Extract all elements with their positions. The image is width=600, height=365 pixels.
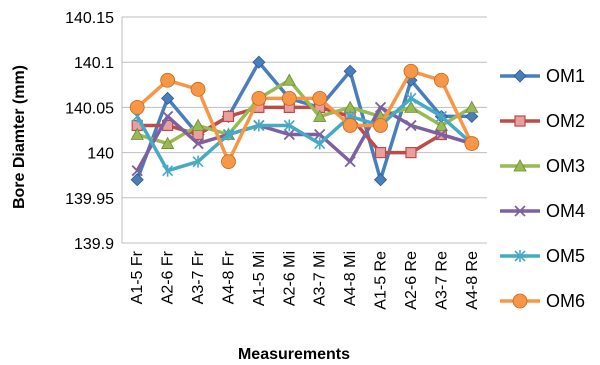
- data-point: [514, 250, 526, 262]
- legend-item: OM2: [500, 111, 585, 131]
- data-point: [314, 137, 326, 150]
- x-axis-title: Measurements: [238, 346, 350, 363]
- data-point: [161, 91, 175, 105]
- y-tick-label: 140.1: [74, 55, 114, 72]
- legend-label: OM3: [546, 156, 585, 176]
- series-line: [135, 60, 472, 182]
- gridlines: [121, 16, 487, 244]
- data-point: [162, 164, 174, 177]
- data-point: [405, 92, 417, 105]
- data-point: [161, 110, 174, 123]
- data-point: [435, 110, 447, 123]
- data-point: [283, 119, 295, 132]
- data-point: [512, 293, 528, 309]
- data-point: [253, 119, 265, 132]
- x-tick-label: A3-7 Mi: [312, 251, 329, 306]
- data-point: [313, 109, 327, 122]
- data-point: [374, 101, 387, 114]
- x-tick-label: A2-6 Mi: [281, 251, 298, 306]
- data-point: [281, 90, 297, 106]
- data-point: [160, 72, 176, 88]
- x-tick-label: A3-7 Fr: [190, 250, 207, 304]
- data-point: [514, 205, 526, 217]
- data-point: [192, 137, 204, 150]
- y-axis-title: Bore Diamter (mm): [11, 65, 28, 209]
- data-point: [312, 90, 328, 106]
- data-point: [513, 159, 527, 172]
- data-point: [131, 165, 143, 177]
- data-point: [192, 128, 204, 141]
- series-lines: [129, 55, 480, 187]
- data-point: [283, 128, 295, 141]
- y-tick-label: 139.9: [74, 236, 114, 253]
- y-tick-label: 140.15: [65, 10, 114, 27]
- data-point: [342, 118, 358, 133]
- x-axis-ticks: A1-5 Fr A2-6 Fr A3-7 Fr A4-8 Fr A1-5 Mi A2-6 …: [129, 250, 481, 309]
- data-point: [404, 100, 418, 113]
- legend-label: OM5: [546, 246, 585, 266]
- legend-label: OM4: [546, 201, 585, 221]
- series-line: [135, 96, 473, 173]
- data-point: [130, 173, 144, 187]
- x-tick-label: A1-5 Fr: [129, 250, 146, 304]
- data-point: [344, 156, 356, 168]
- data-point: [130, 127, 144, 140]
- data-point: [282, 73, 296, 86]
- data-point: [314, 128, 326, 141]
- x-tick-label: A2-6 Fr: [160, 250, 177, 304]
- data-point: [464, 136, 480, 151]
- legend-label: OM1: [546, 66, 585, 86]
- legend-item: OM4: [500, 201, 585, 221]
- x-tick-label: A3-7 Re: [433, 251, 450, 310]
- legend-label: OM6: [546, 291, 585, 311]
- data-point: [221, 154, 236, 170]
- legend-label: OM2: [546, 111, 585, 131]
- y-tick-label: 139.95: [65, 191, 114, 208]
- data-point: [251, 90, 267, 106]
- data-point: [405, 147, 417, 159]
- data-point: [514, 115, 526, 127]
- series-om6: [129, 63, 480, 170]
- data-point: [465, 109, 479, 124]
- x-tick-label: A4-8 Mi: [342, 251, 359, 306]
- data-point: [373, 173, 388, 187]
- x-tick-label: A2-6 Re: [403, 251, 420, 310]
- data-point: [343, 64, 357, 78]
- data-point: [433, 72, 449, 88]
- data-point: [513, 69, 527, 83]
- data-point: [192, 155, 204, 168]
- x-tick-label: A1-5 Mi: [251, 251, 268, 306]
- data-point: [252, 55, 266, 69]
- data-point: [373, 118, 388, 133]
- legend-item: OM6: [500, 291, 585, 311]
- data-point: [403, 63, 419, 79]
- data-point: [374, 147, 387, 159]
- y-axis-ticks: 139.9 139.95 140 140.05 140.1 140.15: [65, 10, 114, 253]
- legend-item: OM1: [500, 66, 585, 86]
- data-point: [434, 118, 449, 131]
- data-point: [465, 100, 479, 113]
- data-point: [222, 128, 235, 141]
- x-tick-label: A4-8 Fr: [220, 250, 237, 304]
- y-tick-label: 140: [87, 146, 114, 163]
- x-tick-label: A4-8 Re: [464, 251, 481, 310]
- data-point: [190, 81, 206, 97]
- y-tick-label: 140.05: [65, 100, 114, 117]
- legend: OM1 OM2 OM3 OM4 OM5 OM6: [500, 66, 585, 311]
- x-tick-label: A1-5 Re: [373, 251, 390, 310]
- data-point: [191, 118, 205, 131]
- data-point: [405, 119, 417, 132]
- data-point: [129, 100, 145, 115]
- data-point: [435, 128, 448, 141]
- series-line: [135, 105, 473, 172]
- data-point: [160, 136, 175, 149]
- legend-item: OM3: [500, 156, 585, 176]
- data-point: [222, 110, 235, 123]
- legend-item: OM5: [500, 246, 585, 266]
